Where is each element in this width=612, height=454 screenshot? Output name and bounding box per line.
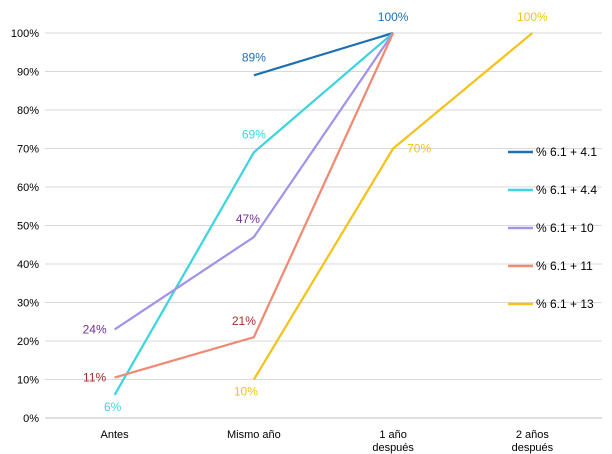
legend-label: % 6.1 + 10 bbox=[536, 221, 594, 235]
y-tick-label: 0% bbox=[23, 413, 39, 425]
y-axis-ticks: 0% 10% 20% 30% 40% 50% 60% 70% 80% 90% 100% bbox=[11, 28, 39, 425]
y-tick-label: 40% bbox=[17, 259, 39, 271]
y-tick-label: 10% bbox=[17, 375, 39, 387]
data-label: 47% bbox=[236, 212, 260, 226]
legend-label: % 6.1 + 4.1 bbox=[536, 145, 597, 159]
x-tick-label: 2 años después bbox=[512, 429, 554, 454]
legend-label: % 6.1 + 11 bbox=[536, 259, 593, 273]
y-tick-label: 70% bbox=[17, 144, 39, 156]
x-tick-label: 1 año después bbox=[372, 429, 414, 454]
y-tick-label: 20% bbox=[17, 336, 39, 348]
series-line-4 bbox=[252, 32, 534, 381]
series-line-3 bbox=[114, 32, 395, 379]
data-label: 89% bbox=[242, 50, 266, 64]
data-label: 100% bbox=[378, 10, 409, 24]
legend: % 6.1 + 4.1 % 6.1 + 4.4 % 6.1 + 10 % 6.1 + … bbox=[508, 145, 597, 311]
data-labels: 89% 100% 6% 69% 24% 47% 11% 21% 10% 70% 100% bbox=[83, 10, 548, 414]
data-label: 70% bbox=[407, 142, 431, 156]
data-label: 11% bbox=[83, 371, 106, 385]
y-tick-label: 50% bbox=[17, 221, 39, 233]
x-axis-ticks: Antes Mismo año 1 año después 2 años después bbox=[101, 429, 554, 454]
data-label: 10% bbox=[234, 385, 258, 399]
data-label: 21% bbox=[232, 314, 256, 328]
x-tick-label: Antes bbox=[101, 429, 130, 441]
data-label: 69% bbox=[242, 127, 266, 141]
x-tick-label: Mismo año bbox=[227, 429, 281, 441]
y-tick-label: 30% bbox=[17, 298, 39, 310]
data-label: 6% bbox=[104, 400, 122, 414]
series-lines bbox=[113, 31, 534, 396]
data-label: 24% bbox=[83, 322, 107, 336]
y-tick-label: 90% bbox=[17, 67, 39, 79]
y-tick-label: 80% bbox=[17, 105, 39, 117]
y-tick-label: 60% bbox=[17, 182, 39, 194]
y-tick-label: 100% bbox=[11, 28, 39, 40]
data-label: 100% bbox=[517, 10, 548, 24]
legend-label: % 6.1 + 4.4 bbox=[536, 183, 597, 197]
series-line-0 bbox=[253, 31, 394, 77]
gridlines bbox=[45, 32, 602, 419]
series-line-1 bbox=[113, 32, 394, 396]
legend-label: % 6.1 + 13 bbox=[536, 297, 594, 311]
series-line-2 bbox=[114, 32, 395, 331]
